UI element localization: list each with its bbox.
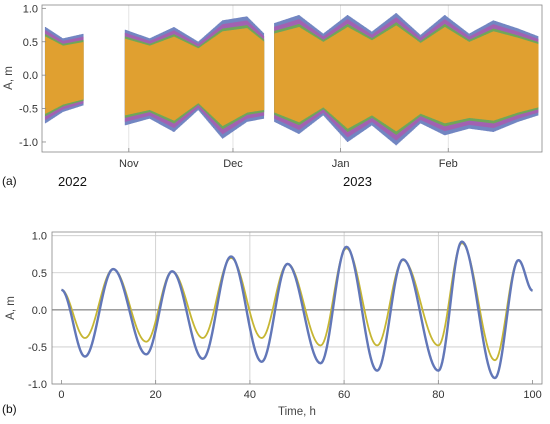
panel-b-series-2-line [61, 242, 533, 362]
panel-b-series-1-line [61, 240, 534, 380]
panel-a-frame [41, 4, 543, 153]
panel-a-y-axis-label: A, m [3, 66, 15, 90]
panel-a-plot-area [44, 13, 539, 146]
panel-a-year-label: 2022 [58, 174, 87, 189]
panel-a-y-tick-label: -1.0 [19, 137, 38, 149]
panel-a-label: (a) [2, 174, 17, 188]
panel-b-y-ticks: -1.0 -0.5 0.0 0.5 1.0 [28, 231, 47, 391]
panel-b-x-tick-label: 0 [58, 389, 64, 401]
panel-b-y-tick-label: -1.0 [28, 379, 47, 391]
panel-b-x-tick-label: 40 [244, 389, 256, 401]
panel-b-y-tick-label: 0.5 [32, 268, 47, 280]
panel-a-x-tick-label: Feb [439, 158, 458, 170]
panel-b-y-tick-label: 1.0 [32, 231, 47, 243]
panel-b-y-axis-label: A, m [5, 296, 17, 320]
panel-b-x-axis-label: Time, h [278, 406, 316, 418]
panel-b-x-ticks: 0 20 40 60 80 100 [58, 380, 542, 401]
panel-a-y-tick-label: 1.0 [23, 3, 38, 15]
panel-b-x-tick-label: 100 [523, 389, 541, 401]
panel-a: -1.0-0.50.00.51.0 Nov Dec Jan Feb A, m (a) … [2, 3, 543, 189]
panel-b-y-tick-label: -0.5 [28, 342, 47, 354]
panel-a-y-tick-label: -0.5 [19, 104, 38, 116]
panel-a-x-tick-label: Nov [119, 158, 139, 170]
panel-a-year-labels: 2022 2023 [58, 174, 372, 189]
panel-a-year-label: 2023 [343, 174, 372, 189]
panel-b-frame [51, 231, 543, 385]
panel-b-label: (b) [2, 402, 17, 416]
panel-a-x-tick-label: Dec [223, 158, 243, 170]
panel-a-x-ticks: Nov Dec Jan Feb [119, 148, 458, 170]
panel-b-x-tick-label: 20 [150, 389, 162, 401]
panel-a-y-tick-label: 0.0 [23, 70, 38, 82]
panel-a-series-4-segment-3 [274, 25, 539, 132]
panel-a-y-tick-label: 0.5 [23, 37, 38, 49]
panel-b-x-tick-label: 60 [338, 389, 350, 401]
panel-b-y-tick-label: 0.0 [32, 305, 47, 317]
panel-a-y-ticks: -1.0 -0.5 0.0 0.5 1.0 [19, 3, 46, 149]
panel-b: -1.0 -0.5 0.0 0.5 1.0 0 20 40 60 80 100 A, m Time… [2, 231, 543, 418]
panel-a-x-tick-label: Jan [332, 158, 350, 170]
panel-b-series [61, 240, 534, 380]
panel-b-x-tick-label: 80 [432, 389, 444, 401]
panel-a-series-4-segment-2 [124, 28, 265, 126]
